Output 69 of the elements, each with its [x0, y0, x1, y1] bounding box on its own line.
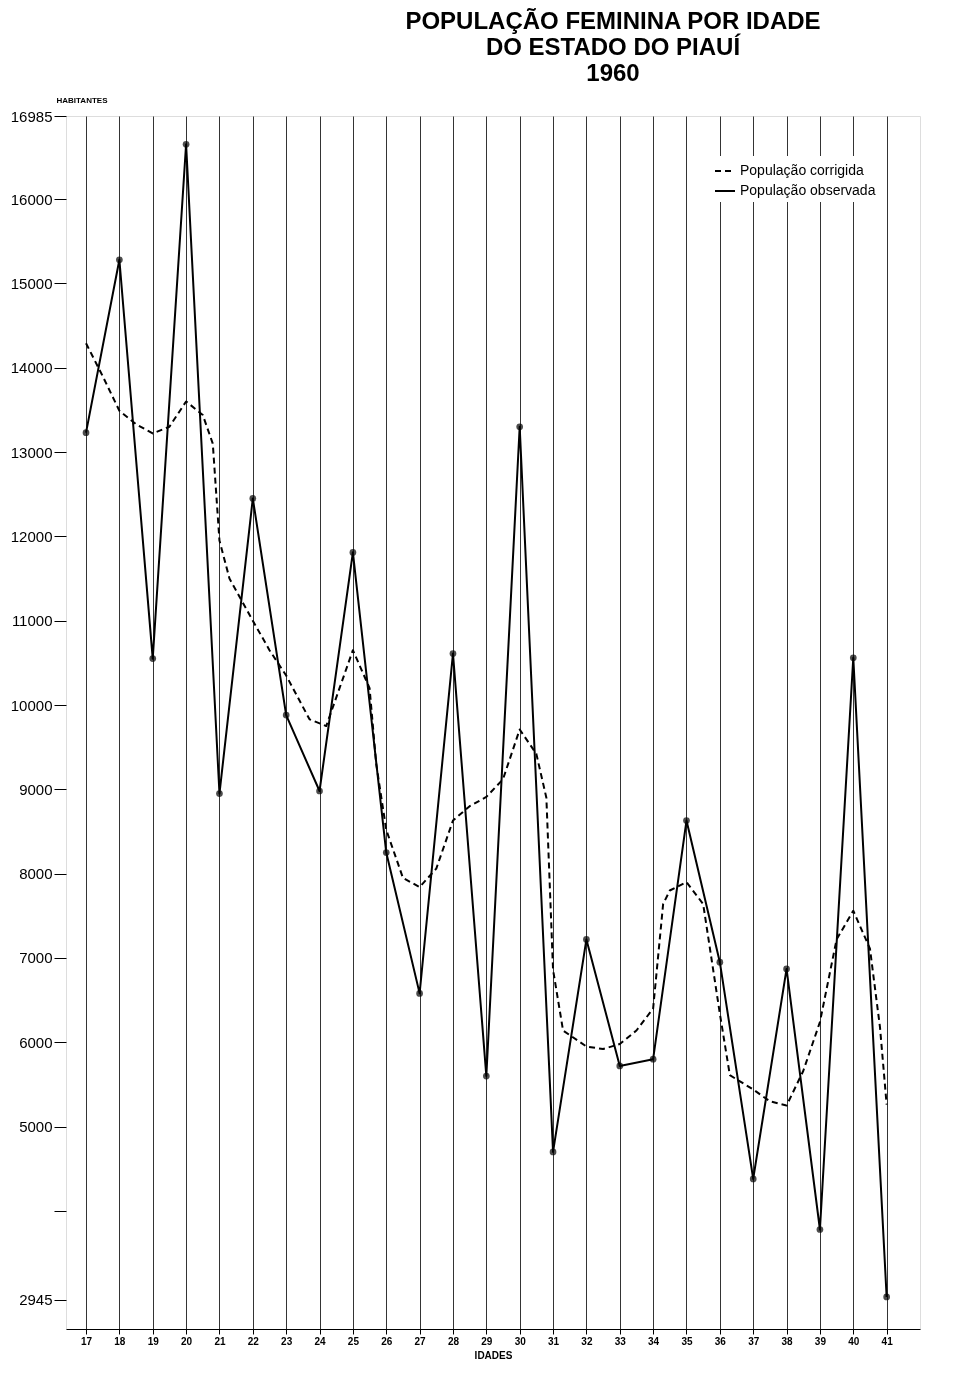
- x-tick-label: 31: [547, 1335, 560, 1347]
- point: [216, 790, 223, 797]
- y-tick-label: 7000: [19, 949, 53, 967]
- y-tick-label: 6000: [19, 1033, 53, 1051]
- x-tick-label: 29: [481, 1335, 493, 1347]
- point: [716, 958, 724, 966]
- x-tick-label: 26: [381, 1335, 393, 1347]
- point: [149, 655, 157, 662]
- x-tick-label: 25: [347, 1335, 360, 1347]
- point: [382, 849, 390, 856]
- point: [683, 817, 690, 824]
- legend-label: População corrigida: [740, 162, 864, 178]
- y-tick-label: 12000: [10, 527, 53, 545]
- point: [349, 549, 357, 556]
- point: [649, 1055, 657, 1063]
- point: [182, 140, 190, 148]
- x-tick-label: 34: [648, 1335, 660, 1347]
- point: [249, 495, 257, 502]
- y-tick-label: 16000: [10, 190, 53, 208]
- x-tick-label: 21: [214, 1335, 226, 1347]
- point: [883, 1293, 890, 1301]
- x-axis-title: IDADES: [474, 1349, 513, 1361]
- point: [282, 711, 290, 719]
- chart-title: POPULAÇÃO FEMININA POR IDADE DO ESTADO DO PIAUÍ 1960: [405, 7, 821, 86]
- x-tick-label: 19: [147, 1335, 160, 1347]
- y-tick-label: 14000: [10, 359, 53, 377]
- x-tick-label: 35: [681, 1335, 693, 1347]
- x-tick-label: 40: [848, 1335, 860, 1347]
- x-tick-label: 30: [514, 1335, 527, 1347]
- point: [849, 654, 857, 662]
- y-tick-label: 5000: [19, 1118, 53, 1136]
- y-tick-label: 13000: [10, 443, 53, 461]
- y-tick-label: 9000: [19, 780, 53, 798]
- point: [416, 990, 423, 997]
- y-tick-label: 11000: [11, 612, 53, 630]
- x-tick-label: 37: [748, 1335, 760, 1347]
- legend-label: População observada: [740, 182, 876, 198]
- point: [516, 423, 524, 431]
- x-tick-label: 38: [781, 1335, 794, 1347]
- x-tick-label: 22: [247, 1335, 260, 1347]
- x-tick-label: 24: [314, 1335, 327, 1347]
- x-tick-label: 32: [581, 1335, 593, 1347]
- point: [616, 1062, 624, 1070]
- x-tick-label: 41: [881, 1335, 894, 1347]
- x-tick-label: 27: [414, 1335, 427, 1347]
- x-tick-label: 36: [714, 1335, 727, 1347]
- point: [816, 1226, 824, 1233]
- point: [449, 650, 457, 657]
- point: [482, 1072, 490, 1080]
- y-tick-label: 8000: [19, 865, 53, 883]
- x-tick-label: 18: [114, 1335, 126, 1347]
- x-tick-label: 28: [447, 1335, 460, 1347]
- point: [749, 1175, 757, 1183]
- point: [549, 1148, 557, 1156]
- x-tick-label: 20: [181, 1335, 193, 1347]
- y-axis-title: HABITANTES: [56, 95, 109, 105]
- y-tick-label: 2945: [19, 1291, 53, 1309]
- x-tick-label: 39: [814, 1335, 827, 1347]
- x-tick-label: 17: [80, 1335, 93, 1347]
- x-tick-label: 23: [281, 1335, 293, 1347]
- point: [583, 936, 590, 943]
- point: [316, 787, 323, 795]
- y-tick-label: 16985: [10, 107, 53, 125]
- x-tick-label: 33: [614, 1335, 627, 1347]
- point: [783, 965, 790, 973]
- point: [116, 256, 123, 264]
- point: [82, 429, 90, 436]
- y-tick-label: 10000: [10, 696, 53, 714]
- y-tick-label: 15000: [10, 274, 53, 292]
